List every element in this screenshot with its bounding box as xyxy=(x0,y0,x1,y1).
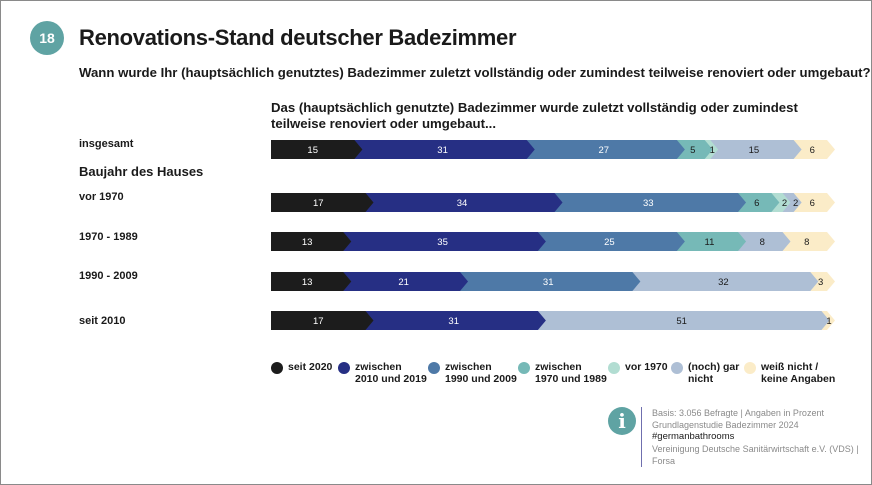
legend-label: vor 1970 xyxy=(625,361,668,373)
bar-segment-1990-2009-zwischen-2010-und-2019 xyxy=(343,272,469,291)
row-label-1990-2009: 1990 - 2009 xyxy=(79,270,138,282)
bar-value-label: 35 xyxy=(437,237,448,248)
bar-segment-insgesamt-zwischen-1970-und-1989 xyxy=(676,140,713,159)
legend-item-vor-1970: vor 1970 xyxy=(608,361,668,374)
bar-value-label: 6 xyxy=(810,198,815,209)
bar-segment-vor-1970-seit-2020 xyxy=(271,193,374,212)
bar-value-label: 27 xyxy=(599,145,610,156)
legend-swatch xyxy=(671,362,683,374)
bar-value-label: 6 xyxy=(754,198,759,209)
info-icon: i xyxy=(608,407,636,435)
legend-label: seit 2020 xyxy=(288,361,333,373)
bar-segment-1970-1989-zwischen-1970-und-1989 xyxy=(676,232,747,251)
source-study: Grundlagenstudie Badezimmer 2024 xyxy=(652,420,799,430)
legend-label: zwischen 1990 und 2009 xyxy=(445,361,517,385)
group-label: Baujahr des Hauses xyxy=(79,164,204,179)
bar-segment-1970-1989-zwischen-1990-und-2009 xyxy=(537,232,685,251)
bar-value-label: 8 xyxy=(804,237,809,248)
bar-segment-1990-2009-wei-nicht-keine-angaben xyxy=(810,272,835,291)
legend-label: weiß nicht / keine Angaben xyxy=(761,361,836,385)
bar-segment-1970-1989-zwischen-2010-und-2019 xyxy=(343,232,546,251)
row-label-insgesamt: insgesamt xyxy=(79,138,134,150)
legend-swatch xyxy=(428,362,440,374)
legend-item-weiss-nicht: weiß nicht / keine Angaben xyxy=(744,361,835,385)
bar-segment-vor-1970-vor-1970 xyxy=(771,193,791,212)
bar-segment-vor-1970-zwischen-2010-und-2019 xyxy=(365,193,563,212)
bar-value-label: 15 xyxy=(749,145,760,156)
source-basis: Basis: 3.056 Befragte | Angaben in Proze… xyxy=(652,408,824,418)
bar-segment-insgesamt-wei-nicht-keine-angaben xyxy=(793,140,835,159)
bar-segment-vor-1970-noch-gar-nicht xyxy=(782,193,802,212)
legend-label: (noch) gar nicht xyxy=(688,361,740,385)
bar-segment-seit-2010-zwischen-2010-und-2019 xyxy=(365,311,546,330)
survey-question: Wann wurde Ihr (hauptsächlich genutztes)… xyxy=(79,65,871,80)
legend-item-1990-2009: zwischen 1990 und 2009 xyxy=(428,361,517,385)
bar-value-label: 3 xyxy=(818,277,823,288)
page-title: Renovations-Stand deutscher Badezimmer xyxy=(79,25,517,50)
bar-value-label: 6 xyxy=(810,145,815,156)
bar-value-label: 2 xyxy=(782,198,787,209)
bar-segment-vor-1970-zwischen-1990-und-2009 xyxy=(554,193,747,212)
legend-item-seit-2020: seit 2020 xyxy=(271,361,332,374)
bar-segment-vor-1970-zwischen-1970-und-1989 xyxy=(738,193,780,212)
bar-value-label: 31 xyxy=(437,145,448,156)
bar-value-label: 5 xyxy=(690,145,695,156)
source-hashtag: #germanbathrooms xyxy=(652,431,735,442)
row-label-1970-1989: 1970 - 1989 xyxy=(79,231,138,243)
bar-segment-insgesamt-zwischen-1990-und-2009 xyxy=(526,140,685,159)
bar-value-label: 13 xyxy=(302,277,313,288)
legend-label: zwischen 2010 und 2019 xyxy=(355,361,427,385)
legend-swatch xyxy=(518,362,530,374)
bar-value-label: 34 xyxy=(457,198,468,209)
page-number-badge: 18 xyxy=(30,21,64,55)
bar-segment-1970-1989-wei-nicht-keine-angaben xyxy=(782,232,835,251)
bar-segment-1970-1989-noch-gar-nicht xyxy=(738,232,791,251)
bar-value-label: 33 xyxy=(643,198,654,209)
bar-segment-seit-2010-seit-2020 xyxy=(271,311,374,330)
bar-value-label: 32 xyxy=(718,277,729,288)
legend-item-1970-1989: zwischen 1970 und 1989 xyxy=(518,361,607,385)
bar-segment-vor-1970-wei-nicht-keine-angaben xyxy=(793,193,835,212)
legend-swatch xyxy=(271,362,283,374)
bar-value-label: 1 xyxy=(710,145,715,156)
bar-value-label: 1 xyxy=(826,316,831,327)
bar-value-label: 51 xyxy=(676,316,687,327)
source-note: Basis: 3.056 Befragte | Angaben in Proze… xyxy=(641,407,859,467)
bar-value-label: 25 xyxy=(604,237,615,248)
bar-segment-1990-2009-zwischen-1990-und-2009 xyxy=(460,272,641,291)
row-label-seit-2010: seit 2010 xyxy=(79,315,126,327)
bar-segment-insgesamt-zwischen-2010-und-2019 xyxy=(354,140,535,159)
legend-item-2010-2019: zwischen 2010 und 2019 xyxy=(338,361,427,385)
bar-value-label: 11 xyxy=(705,237,715,248)
bar-value-label: 2 xyxy=(793,198,798,209)
bar-value-label: 17 xyxy=(313,198,324,209)
legend-item-noch-gar-nicht: (noch) gar nicht xyxy=(671,361,739,385)
bar-segment-1970-1989-seit-2020 xyxy=(271,232,352,251)
legend-swatch xyxy=(744,362,756,374)
bar-value-label: 15 xyxy=(307,145,318,156)
legend-swatch xyxy=(608,362,620,374)
legend-label: zwischen 1970 und 1989 xyxy=(535,361,607,385)
bar-value-label: 13 xyxy=(302,237,313,248)
legend-swatch xyxy=(338,362,350,374)
row-label-vor-1970: vor 1970 xyxy=(79,191,124,203)
bar-value-label: 21 xyxy=(398,277,409,288)
bar-value-label: 31 xyxy=(448,316,459,327)
bar-segment-seit-2010-noch-gar-nicht xyxy=(537,311,830,330)
bar-value-label: 8 xyxy=(760,237,765,248)
bar-segment-insgesamt-seit-2020 xyxy=(271,140,363,159)
bar-segment-1990-2009-noch-gar-nicht xyxy=(632,272,819,291)
source-org-2: Forsa xyxy=(652,456,676,466)
bar-value-label: 17 xyxy=(313,316,324,327)
bar-value-label: 31 xyxy=(543,277,554,288)
source-org: Vereinigung Deutsche Sanitärwirtschaft e… xyxy=(652,444,859,454)
bar-segment-insgesamt-noch-gar-nicht xyxy=(710,140,802,159)
bar-segment-1990-2009-seit-2020 xyxy=(271,272,352,291)
chart-title: Das (hauptsächlich genutzte) Badezimmer … xyxy=(271,100,798,131)
